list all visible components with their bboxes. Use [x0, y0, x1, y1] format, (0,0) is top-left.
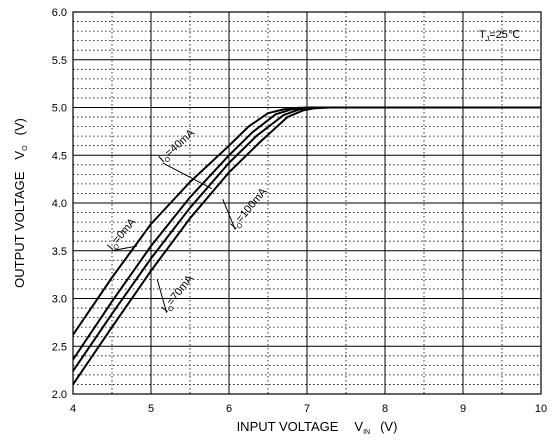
- annotation-label-100mA: IO=100mA: [228, 185, 271, 233]
- x-tick-label: 10: [535, 403, 547, 415]
- y-tick-label: 3.0: [52, 294, 67, 306]
- annotation-leader-40mA: [162, 162, 213, 190]
- x-tick-label: 9: [460, 403, 466, 415]
- annotation-symbol: I: [228, 222, 239, 232]
- grid: [72, 11, 542, 395]
- annotation-text: =0mA: [111, 216, 139, 246]
- y-tick-label: 3.5: [52, 246, 67, 258]
- y-tick-label: 5.0: [52, 103, 67, 115]
- x-tick-label: 5: [148, 403, 154, 415]
- annotation-label-40mA: IO=40mA: [157, 127, 199, 167]
- x-axis-main: INPUT VOLTAGE: [237, 419, 339, 434]
- condition-sub: J: [486, 36, 490, 43]
- annotation-sub: O: [236, 222, 245, 231]
- x-tick-label: 4: [70, 403, 76, 415]
- y-axis-unit: (V): [12, 118, 27, 135]
- series-line-100mA: [72, 106, 541, 385]
- x-tick-label: 7: [304, 403, 310, 415]
- x-tick-label: 6: [226, 403, 232, 415]
- annotation-sub: O: [167, 304, 176, 313]
- x-axis-title: INPUT VOLTAGE VIN (V): [237, 419, 398, 436]
- curves: [72, 106, 541, 385]
- x-axis-unit: (V): [380, 419, 397, 434]
- x-axis-symbol: V: [354, 419, 363, 434]
- y-axis-title: OUTPUT VOLTAGE VO (V): [12, 118, 29, 288]
- annotation-text: =40mA: [163, 127, 198, 160]
- condition-label: TJ=25℃: [479, 29, 520, 43]
- condition-symbol: T: [479, 29, 486, 41]
- annotation-sub: O: [164, 155, 173, 164]
- y-tick-label: 4.0: [52, 198, 67, 210]
- y-tick-label: 5.5: [52, 55, 67, 67]
- annotation-leader-0mA: [111, 245, 138, 252]
- y-tick-label: 2.5: [52, 341, 67, 353]
- y-axis-main: OUTPUT VOLTAGE: [12, 171, 27, 288]
- annotation-leader-100mA: [222, 198, 236, 230]
- x-axis-sub: IN: [363, 429, 370, 436]
- annotation-text: =100mA: [234, 185, 270, 225]
- tick-labels: 4 5 6 7 8 9 10 2.0 2.5 3.0 3.5 4.0 4.5 5.0 5.5 6.0: [52, 7, 547, 415]
- y-axis-sub: O: [22, 145, 29, 151]
- annotation-label-70mA: IO=70mA: [160, 272, 198, 316]
- annotation-symbol: I: [160, 305, 171, 315]
- annotation-leader-70mA: [156, 279, 168, 313]
- plot-frame: [72, 11, 542, 395]
- annotation-symbol: I: [105, 243, 116, 253]
- annotation-sub: O: [112, 243, 121, 252]
- condition-text: =25℃: [489, 29, 520, 41]
- y-tick-label: 4.5: [52, 150, 67, 162]
- y-axis-symbol: V: [12, 151, 27, 160]
- annotation-symbol: I: [157, 154, 167, 165]
- annotation-text: =70mA: [165, 272, 197, 308]
- y-tick-label: 6.0: [52, 7, 67, 19]
- x-tick-label: 8: [382, 403, 388, 415]
- y-tick-label: 2.0: [52, 389, 67, 401]
